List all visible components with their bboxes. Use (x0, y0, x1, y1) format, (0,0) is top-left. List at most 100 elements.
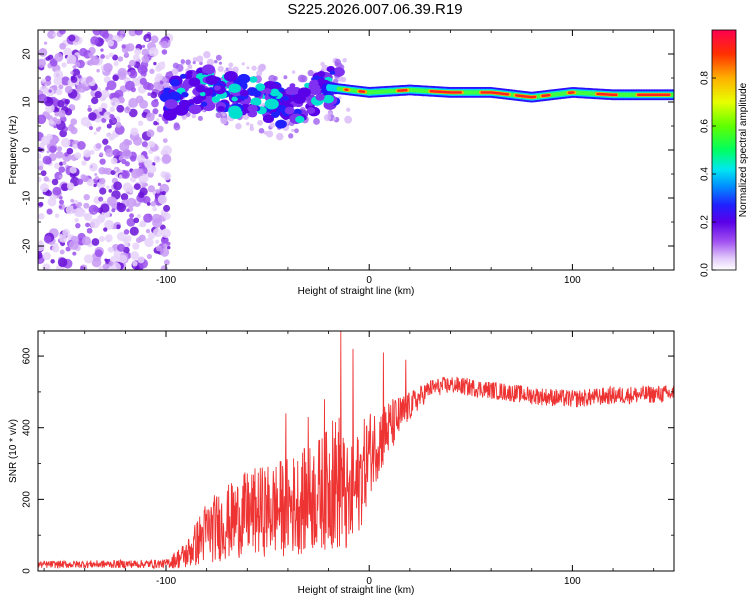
signal-blob (317, 70, 326, 78)
noise-blob (185, 112, 191, 117)
noise-blob (100, 54, 105, 59)
ridge-peak (362, 90, 366, 93)
noise-blob (69, 166, 77, 174)
noise-blob (89, 149, 95, 155)
noise-blob (122, 182, 133, 192)
noise-blob (140, 98, 144, 103)
noise-blob (300, 75, 308, 83)
signal-blob (163, 109, 176, 119)
noise-blob (73, 205, 77, 210)
noise-blob (57, 99, 65, 108)
noise-blob (249, 126, 255, 132)
noise-blob (112, 262, 121, 270)
noise-blob (58, 166, 66, 173)
noise-blob (152, 108, 159, 115)
ridge-peak (506, 93, 510, 96)
noise-blob (66, 54, 77, 65)
noise-blob (88, 112, 97, 121)
noise-blob (61, 62, 67, 68)
noise-blob (157, 182, 162, 187)
colorbar-tick-label: 0.8 (700, 71, 711, 85)
noise-blob (162, 138, 168, 144)
noise-blob (65, 246, 71, 252)
noise-blob (99, 152, 104, 157)
signal-blob (237, 73, 251, 84)
noise-blob (327, 111, 333, 116)
noise-blob (57, 109, 66, 118)
signal-blob (205, 75, 219, 86)
noise-blob (109, 133, 116, 140)
noise-blob (215, 54, 222, 61)
noise-blob (50, 259, 55, 264)
noise-blob (123, 229, 130, 235)
noise-blob (235, 122, 242, 130)
noise-blob (116, 202, 121, 207)
noise-blob (102, 263, 109, 270)
noise-blob (48, 89, 52, 93)
spectrogram-ytick-label: 20 (22, 48, 33, 60)
noise-blob (173, 122, 180, 128)
noise-blob (95, 127, 101, 132)
noise-blob (95, 143, 102, 149)
noise-blob (62, 160, 67, 166)
noise-blob (133, 54, 140, 61)
signal-blob (247, 104, 258, 113)
noise-blob (135, 237, 142, 244)
noise-blob (307, 69, 314, 77)
noise-blob (187, 64, 193, 70)
noise-blob (223, 69, 227, 74)
spectrogram-heatmap (38, 30, 674, 270)
noise-blob (100, 203, 110, 213)
noise-blob (166, 245, 171, 250)
noise-blob (113, 61, 119, 67)
noise-blob (152, 206, 158, 212)
noise-blob (66, 147, 74, 155)
noise-blob (118, 37, 123, 42)
noise-blob (155, 245, 163, 252)
noise-blob (129, 213, 135, 219)
noise-blob (288, 133, 294, 139)
noise-blob (161, 61, 165, 65)
noise-blob (150, 201, 157, 207)
noise-blob (144, 183, 148, 187)
noise-blob (121, 149, 132, 160)
signal-blob (169, 78, 180, 87)
noise-blob (126, 197, 137, 208)
noise-blob (83, 202, 90, 209)
noise-blob (123, 242, 129, 248)
noise-blob (132, 260, 138, 267)
noise-blob (273, 76, 278, 81)
signal-blob (223, 70, 238, 82)
noise-blob (45, 75, 52, 82)
noise-blob (68, 240, 79, 251)
noise-blob (70, 71, 74, 75)
noise-blob (134, 48, 142, 56)
noise-blob (58, 174, 63, 179)
noise-blob (121, 158, 127, 165)
noise-blob (77, 83, 87, 93)
signal-blob (243, 98, 251, 105)
signal-blob (284, 106, 295, 115)
signal-blob (264, 98, 279, 110)
noise-blob (150, 91, 158, 99)
noise-blob (77, 74, 82, 79)
noise-blob (52, 33, 57, 37)
noise-blob (137, 213, 142, 218)
chart-title: S225.2026.007.06.39.R19 (287, 1, 463, 18)
signal-blob (269, 88, 280, 97)
signal-blob (255, 83, 266, 91)
noise-blob (105, 86, 109, 91)
ridge-peak (547, 93, 551, 97)
snr-ytick-label: 600 (22, 347, 33, 364)
noise-blob (139, 223, 143, 227)
noise-blob (145, 228, 151, 234)
noise-blob (181, 115, 187, 120)
noise-blob (87, 107, 92, 112)
noise-blob (220, 117, 228, 125)
noise-blob (152, 217, 163, 228)
spectrogram-ytick-label: -10 (22, 190, 33, 205)
noise-blob (98, 196, 104, 202)
noise-blob (112, 149, 120, 157)
colorbar-gradient (711, 29, 737, 271)
